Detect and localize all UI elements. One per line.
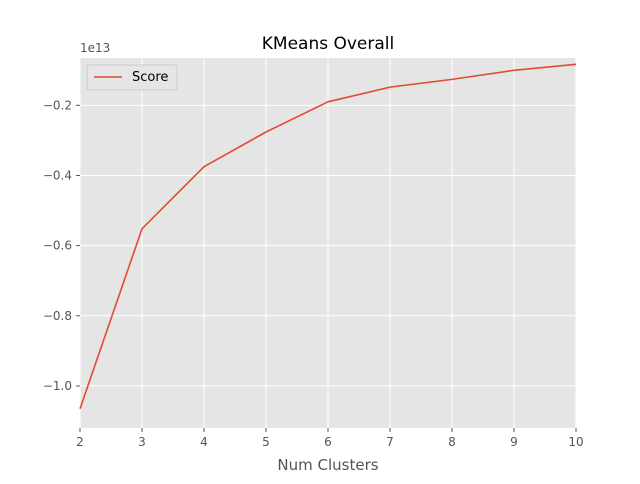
series-line-score [79, 63, 577, 409]
x-tick-label: 5 [262, 435, 270, 449]
x-tick-label: 2 [76, 435, 84, 449]
x-tick-label: 8 [448, 435, 456, 449]
x-tick-label: 4 [200, 435, 208, 449]
y-tick-labels: −1.0 −0.8 −0.6 −0.4 −0.2 [43, 98, 80, 393]
x-tick-label: 9 [510, 435, 518, 449]
legend-box [86, 64, 178, 91]
x-tick-label: 6 [324, 435, 332, 449]
grid-lines [79, 58, 577, 428]
y-tick-label: −0.8 [43, 309, 72, 323]
x-tick-label: 10 [568, 435, 583, 449]
y-tick-label: −0.2 [43, 98, 72, 112]
chart-title: KMeans Overall [262, 34, 394, 54]
x-tick-labels: 2 3 4 5 6 7 8 9 10 [76, 428, 584, 449]
y-tick-label: −0.4 [43, 168, 72, 182]
y-tick-label: −1.0 [43, 379, 72, 393]
series-layer [79, 63, 577, 409]
x-axis-label: Num Clusters [277, 456, 378, 474]
legend-label: Score [132, 70, 168, 85]
y-tick-label: −0.6 [43, 239, 72, 253]
x-tick-label: 3 [138, 435, 146, 449]
legend: Score [86, 64, 178, 91]
y-offset-label: 1e13 [80, 41, 110, 55]
x-tick-label: 7 [386, 435, 394, 449]
